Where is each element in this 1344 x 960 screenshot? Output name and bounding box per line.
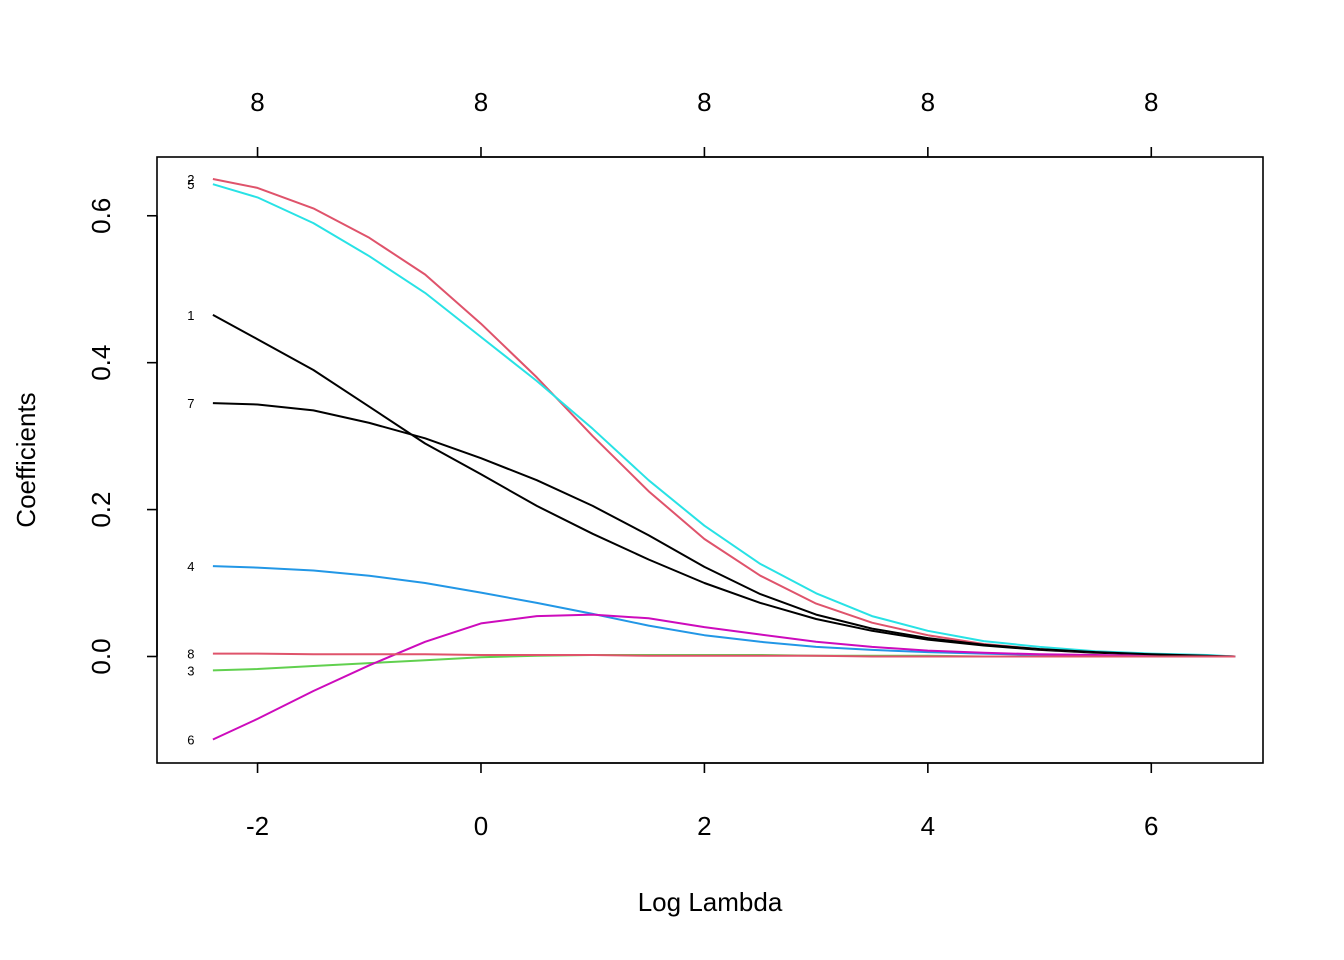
y-tick-label: 0.2: [86, 492, 116, 528]
coefficient-curve-2: [212, 178, 1236, 658]
curve-labels: 1 2 3 4 5 6 7 8: [187, 172, 194, 748]
plot-frame: [156, 156, 1264, 764]
y-tick-label: 0.6: [86, 198, 116, 234]
top-tick-label: 8: [474, 87, 488, 117]
top-axis: 8 8 8 8 8: [250, 87, 1159, 158]
top-tick-label: 8: [697, 87, 711, 117]
top-tick-label: 8: [921, 87, 935, 117]
curve-label-2: 2: [187, 172, 194, 187]
x-tick-label: 2: [697, 811, 711, 841]
curve-label-5: 5: [187, 177, 194, 192]
coefficient-curve-8: [212, 652, 1236, 658]
x-tick-label: 4: [921, 811, 935, 841]
top-tick-label: 8: [250, 87, 264, 117]
x-tick-label: 6: [1144, 811, 1158, 841]
coefficient-curves: [212, 178, 1236, 741]
y-tick-label: 0.0: [86, 638, 116, 674]
y-axis-title: Coefficients: [11, 392, 41, 527]
x-tick-label: -2: [246, 811, 269, 841]
x-tick-label: 0: [474, 811, 488, 841]
curve-label-1: 1: [187, 308, 194, 323]
coefficient-curve-5: [212, 183, 1236, 658]
x-axis-title: Log Lambda: [638, 887, 783, 917]
coefficient-curve-7: [212, 402, 1236, 658]
y-tick-label: 0.4: [86, 345, 116, 381]
curve-label-6: 6: [187, 733, 194, 748]
y-axis: 0.0 0.2 0.4 0.6: [86, 198, 158, 675]
curve-label-3: 3: [187, 663, 194, 678]
curve-label-4: 4: [187, 559, 194, 574]
curve-label-8: 8: [187, 647, 194, 662]
coefficient-curve-4: [212, 565, 1236, 658]
curve-label-7: 7: [187, 396, 194, 411]
coefficient-curve-6: [212, 613, 1236, 741]
x-axis: -2 0 2 4 6: [246, 762, 1159, 841]
coefficient-curve-1: [212, 314, 1236, 658]
top-tick-label: 8: [1144, 87, 1158, 117]
